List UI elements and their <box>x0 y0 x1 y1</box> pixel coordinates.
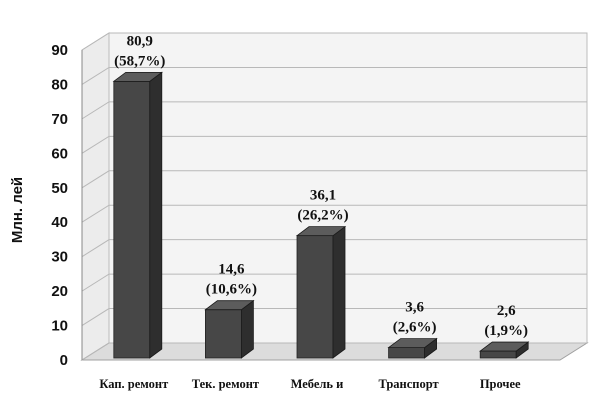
bar-front <box>204 309 242 359</box>
gridlines <box>81 32 587 361</box>
y-tick-20: 20 <box>51 283 68 300</box>
y-axis-ticks: 0 10 20 30 40 50 60 70 80 90 <box>51 42 68 369</box>
category-label-4: Транспорт <box>378 377 438 391</box>
bar-2 <box>204 299 255 359</box>
y-tick-50: 50 <box>51 180 68 197</box>
y-axis-label: Млн. лей <box>9 177 26 243</box>
y-tick-30: 30 <box>51 249 68 266</box>
bar-front <box>113 80 151 359</box>
bar-side <box>240 299 254 359</box>
gridline-90 <box>81 32 587 51</box>
percent-label-3: (26,2%) <box>297 208 348 224</box>
bar-5 <box>479 341 530 359</box>
gridline-80 <box>81 66 587 85</box>
value-label-5: 2,6 <box>497 303 516 319</box>
percent-label-2: (10,6%) <box>206 282 257 298</box>
y-tick-40: 40 <box>51 214 68 231</box>
gridline-30 <box>81 239 587 258</box>
y-tick-0: 0 <box>60 352 68 369</box>
bar-4 <box>387 337 438 359</box>
gridline-60 <box>81 135 587 154</box>
percent-label-4: (2,6%) <box>393 320 437 336</box>
bar-front <box>388 347 426 359</box>
bar-front <box>479 350 517 359</box>
gridline-70 <box>81 101 587 120</box>
bar-1 <box>112 71 164 359</box>
y-tick-90: 90 <box>51 42 68 59</box>
back-wall <box>108 32 588 344</box>
percent-label-1: (58,7%) <box>114 53 165 69</box>
category-label-5: Прочее <box>480 377 521 391</box>
percent-label-5: (1,9%) <box>484 323 528 339</box>
value-label-3: 36,1 <box>310 188 336 204</box>
bar-side <box>332 225 346 359</box>
bar-top <box>112 71 164 82</box>
gridline-50 <box>81 170 587 189</box>
y-tick-80: 80 <box>51 76 68 93</box>
bar-front <box>296 235 334 359</box>
bar-top <box>387 338 438 349</box>
y-tick-10: 10 <box>51 318 68 335</box>
bar-3 <box>295 225 347 359</box>
bar-top <box>204 300 255 311</box>
y-tick-60: 60 <box>51 145 68 162</box>
data-labels: 80,9 (58,7%) 14,6 (10,6%) 36,1 (26,2%) 3,6 (2,6… <box>114 33 528 339</box>
category-label-3: Мебель и <box>291 377 344 391</box>
y-tick-70: 70 <box>51 111 68 128</box>
value-label-1: 80,9 <box>127 33 153 49</box>
bar-side <box>149 71 163 359</box>
bar-top <box>479 341 530 352</box>
value-label-2: 14,6 <box>218 262 245 278</box>
gridline-40 <box>81 204 587 223</box>
bar-top <box>295 226 347 237</box>
gridline-10 <box>81 308 587 326</box>
gridline-20 <box>81 273 587 292</box>
category-labels: Кап. ремонт Тек. ремонт Мебель и Транспорт П… <box>99 377 521 391</box>
category-label-2: Тек. ремонт <box>192 377 259 391</box>
category-label-1: Кап. ремонт <box>99 377 168 391</box>
bars <box>112 71 530 359</box>
value-label-4: 3,6 <box>405 300 424 316</box>
